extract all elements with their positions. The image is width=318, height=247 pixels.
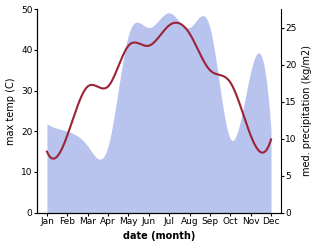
Y-axis label: max temp (C): max temp (C)	[5, 77, 16, 145]
X-axis label: date (month): date (month)	[123, 231, 195, 242]
Y-axis label: med. precipitation (kg/m2): med. precipitation (kg/m2)	[302, 45, 313, 176]
